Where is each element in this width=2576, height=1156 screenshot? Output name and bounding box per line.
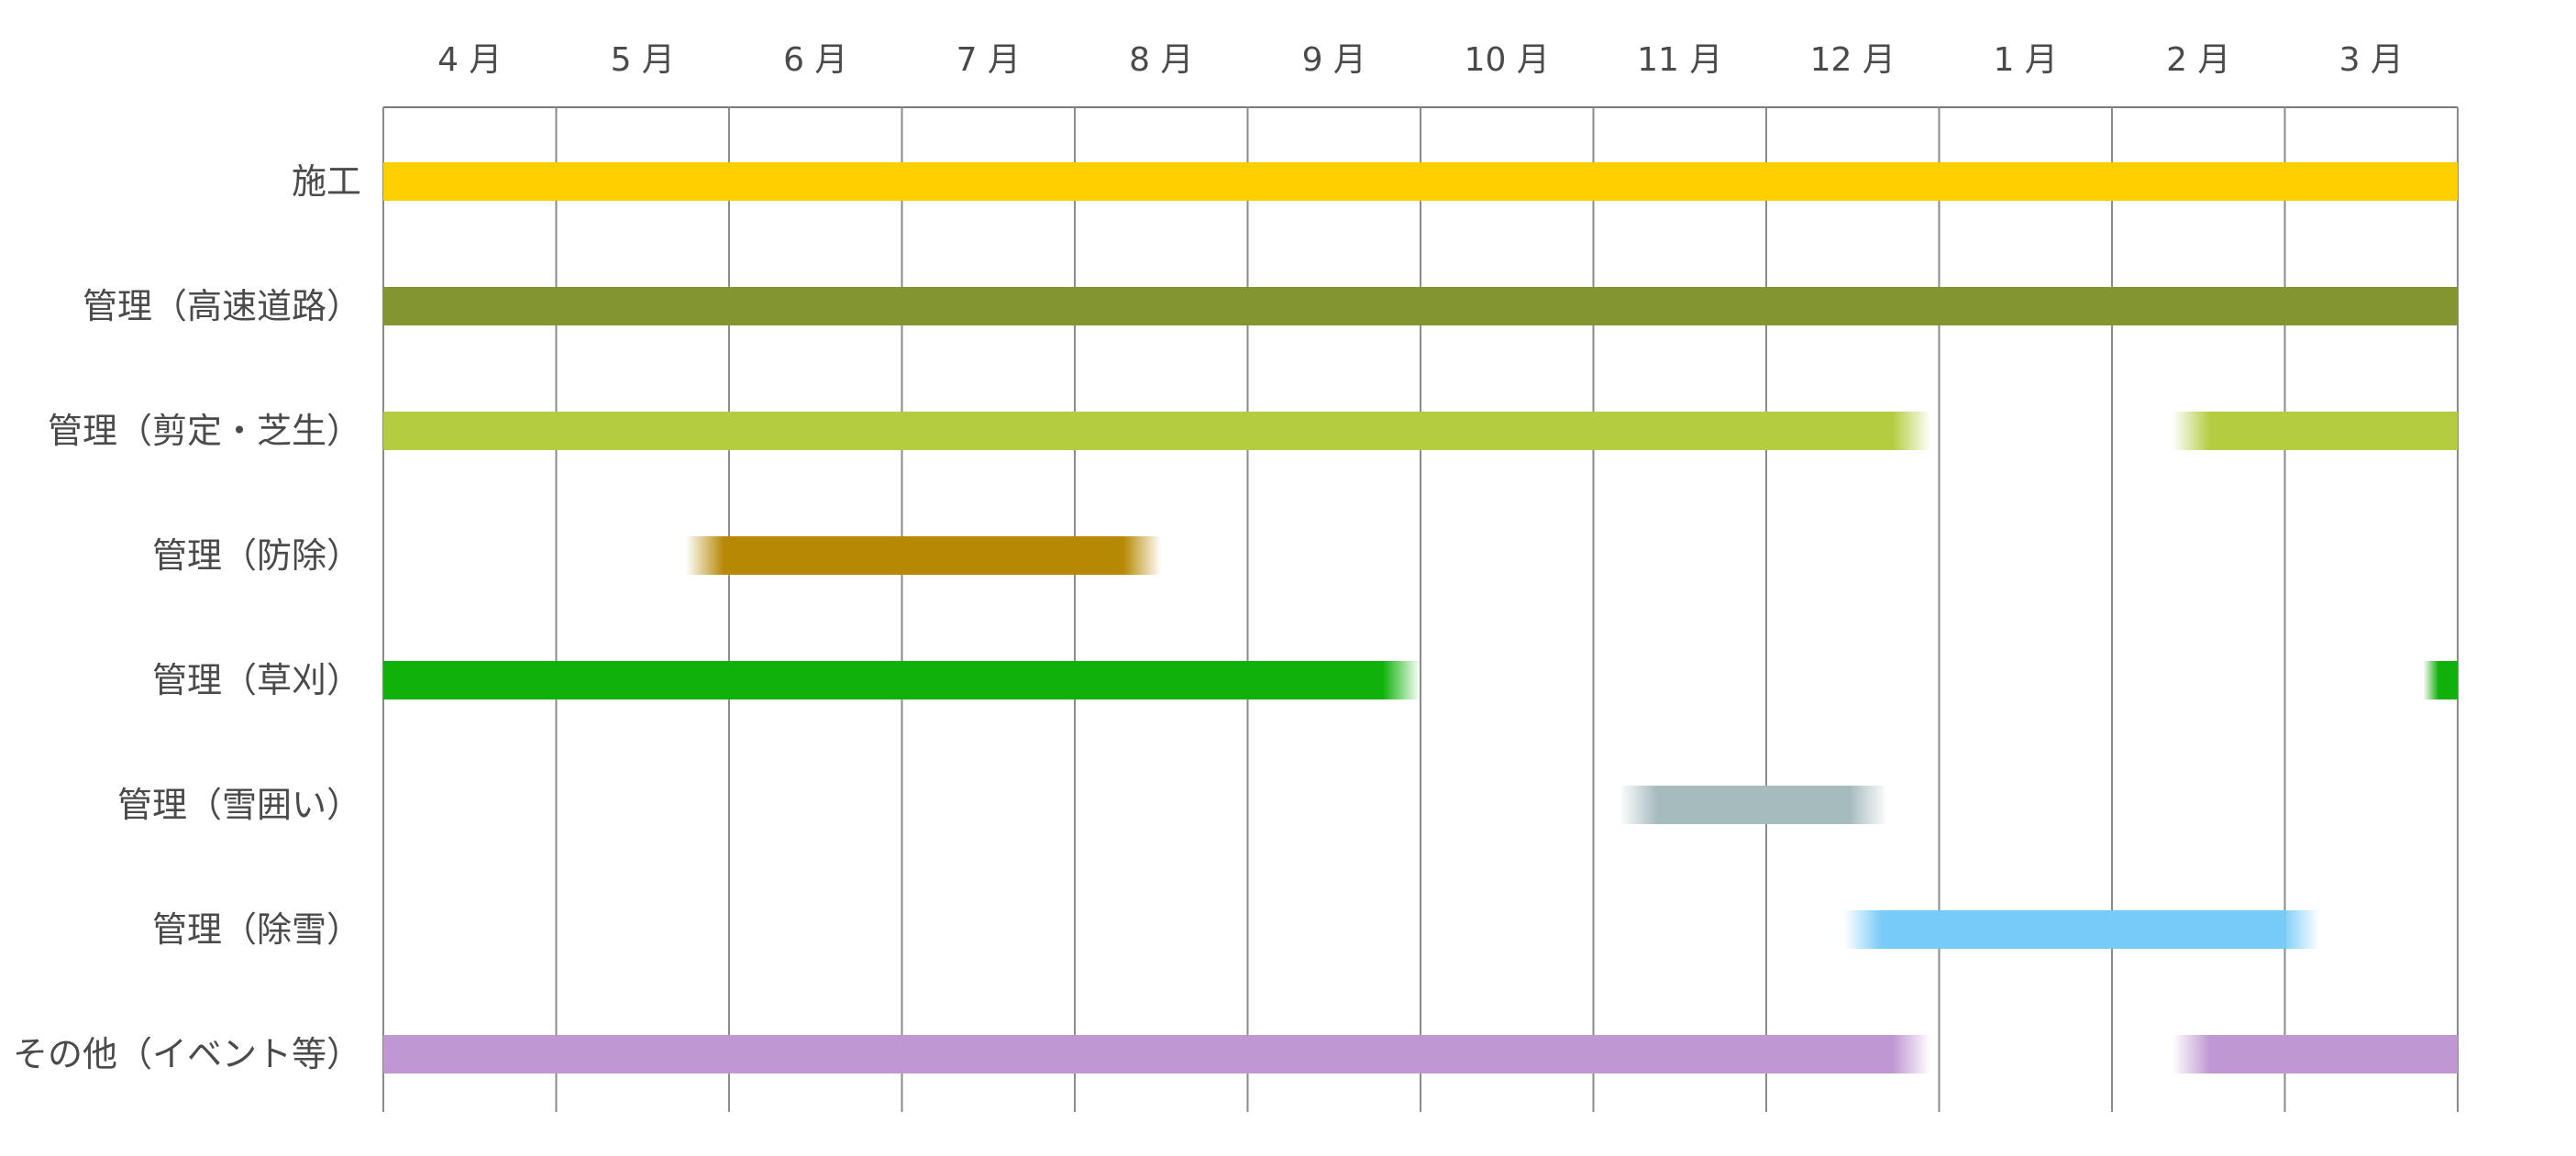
grid-lines [382,106,2459,1112]
month-label: 2 月 [2166,41,2230,79]
month-label: 8 月 [1129,41,1193,79]
row-label: 管理（除雪） [152,909,361,950]
month-label: 5 月 [611,41,675,79]
row-label: 管理（防除） [152,535,361,576]
month-label: 4 月 [437,41,502,79]
month-labels: 4 月 5 月 6 月 7 月 8 月 9 月 10 月 11 月 12 月 1 月 2 月 3 月 [437,41,2404,79]
row-label: 管理（剪定・芝生） [48,411,361,451]
month-label: 9 月 [1302,41,1366,79]
gantt-bar [2423,661,2458,699]
gantt-bar [1843,910,2320,949]
gantt-bar [2172,412,2458,450]
month-label: 3 月 [2339,41,2404,79]
gantt-bar [2172,1035,2458,1073]
gantt-bar [1619,786,1887,824]
month-label: 7 月 [956,41,1021,79]
gantt-bar [383,162,2458,201]
row-label: 施工 [292,161,361,202]
row-label: 管理（草刈） [152,660,361,700]
month-label: 1 月 [1994,41,2058,79]
row-label: その他（イベント等） [13,1034,361,1074]
month-label: 12 月 [1810,41,1896,79]
row-label: 管理（高速道路） [83,286,361,326]
gantt-bar [383,412,1931,450]
month-label: 11 月 [1637,41,1722,79]
bars [383,162,2458,1073]
row-label: 管理（雪囲い） [117,785,361,825]
gantt-bar [383,287,2458,325]
gantt-bar [685,536,1162,575]
month-label: 10 月 [1465,41,1550,79]
month-label: 6 月 [783,41,847,79]
gantt-bar [383,661,1421,699]
gantt-bar [383,1035,1931,1073]
